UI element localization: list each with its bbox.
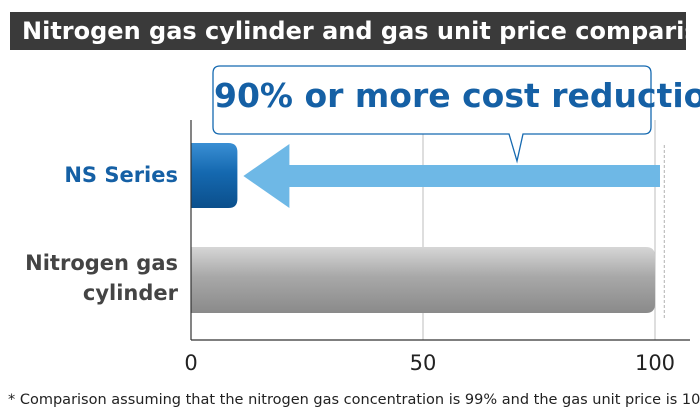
tick-label-100: 100 xyxy=(635,351,675,375)
bar-nitrogen-gas-cylinder xyxy=(191,247,655,313)
category-label-nitrogen-gas-cylinder: Nitrogen gas cylinder xyxy=(25,251,178,305)
annotation-bubble xyxy=(212,65,652,164)
footnote: * Comparison assuming that the nitrogen … xyxy=(8,392,700,408)
annotation-text: 90% or more cost reduction xyxy=(214,76,700,115)
category-label-ns-series: NS Series xyxy=(64,163,178,187)
bar-ns-series xyxy=(191,143,238,208)
reduction-arrow xyxy=(243,144,660,208)
title-bar: Nitrogen gas cylinder and gas unit price… xyxy=(10,12,700,50)
tick-label-50: 50 xyxy=(410,351,437,375)
tick-label-0: 0 xyxy=(184,351,197,375)
chart-title: Nitrogen gas cylinder and gas unit price… xyxy=(22,17,700,45)
